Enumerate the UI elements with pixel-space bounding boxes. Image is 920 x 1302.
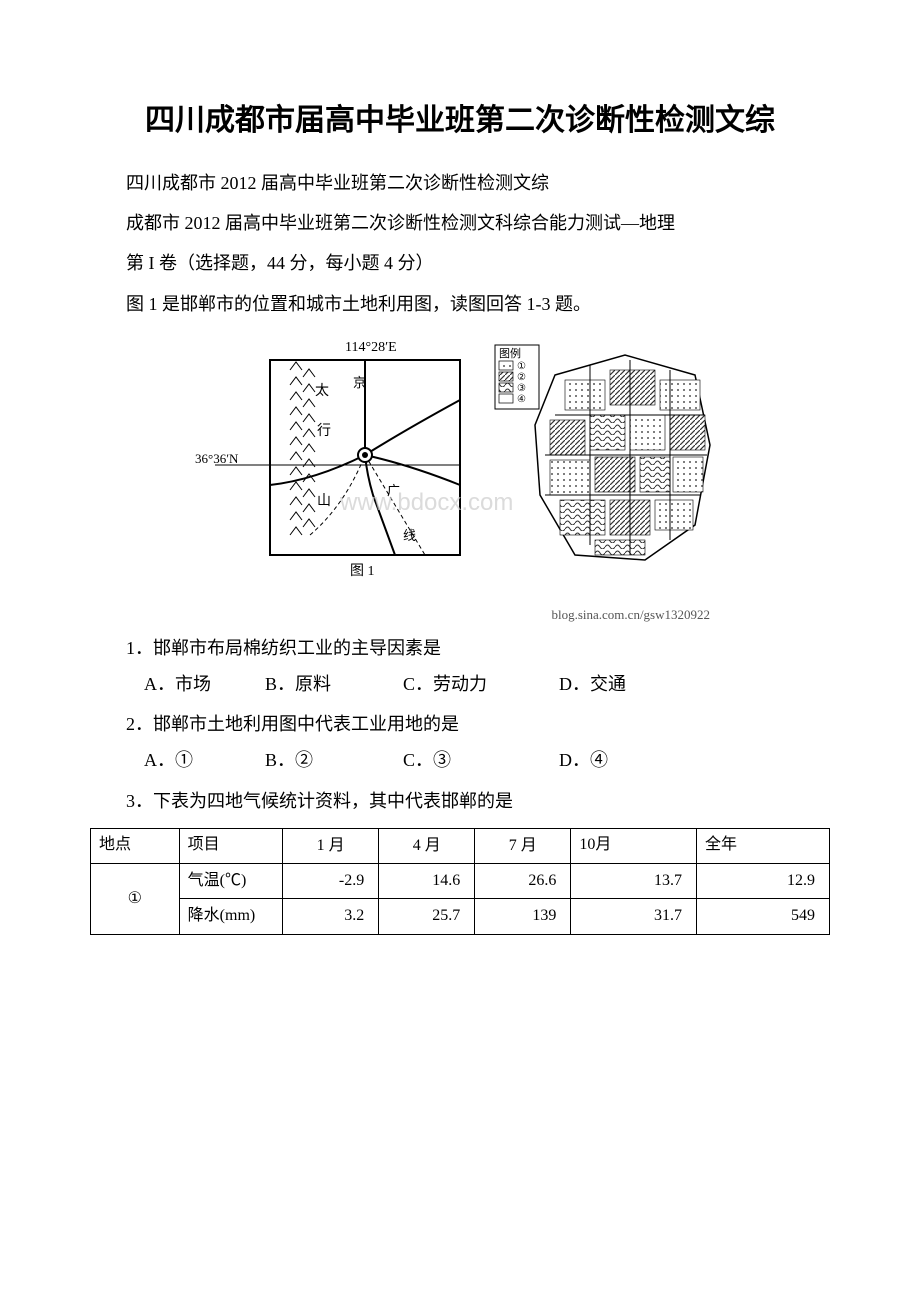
table-row: ① 气温(℃) -2.9 14.6 26.6 13.7 12.9 bbox=[91, 864, 830, 899]
paragraph-1: 四川成都市 2012 届高中毕业班第二次诊断性检测文综 bbox=[90, 166, 830, 200]
question-1-options: A．市场 B．原料 C．劳动力 D．交通 bbox=[90, 667, 830, 701]
question-1-stem: 1．邯郸市布局棉纺织工业的主导因素是 bbox=[90, 631, 830, 665]
figure-source-line: blog.sina.com.cn/gsw1320922 bbox=[90, 607, 830, 623]
mountain-label-3: 山 bbox=[317, 493, 331, 509]
cell-t-m10: 13.7 bbox=[571, 864, 697, 899]
rail-label-xian: 线 bbox=[403, 528, 416, 543]
table-row: 降水(mm) 3.2 25.7 139 31.7 549 bbox=[91, 899, 830, 934]
th-item: 项目 bbox=[179, 828, 282, 863]
mountain-label-2: 行 bbox=[317, 423, 331, 439]
lat-label: 36°36′N bbox=[195, 451, 239, 466]
legend-item-1: ① bbox=[517, 361, 526, 372]
cell-p-yr: 549 bbox=[696, 899, 829, 934]
cell-p-m4: 25.7 bbox=[379, 899, 475, 934]
th-m7: 7 月 bbox=[475, 828, 571, 863]
rail-label-jing: 京 bbox=[353, 375, 366, 390]
cell-t-m1: -2.9 bbox=[283, 864, 379, 899]
figure-1: 114°28′E 36°36′N 太 行 山 bbox=[90, 335, 830, 623]
legend-item-4: ④ bbox=[517, 394, 526, 405]
question-2-options: A．① B．② C．③ D．④ bbox=[90, 743, 830, 777]
th-m1: 1 月 bbox=[283, 828, 379, 863]
legend-title: 图例 bbox=[499, 346, 521, 360]
mountain-label-1: 太 bbox=[315, 383, 329, 399]
question-3-stem: 3．下表为四地气候统计资料，其中代表邯郸的是 bbox=[90, 784, 830, 818]
figure-1-svg: 114°28′E 36°36′N 太 行 山 bbox=[195, 335, 725, 600]
cell-p-m1: 3.2 bbox=[283, 899, 379, 934]
document-title: 四川成都市届高中毕业班第二次诊断性检测文综 bbox=[90, 100, 830, 142]
table-header-row: 地点 项目 1 月 4 月 7 月 10月 全年 bbox=[91, 828, 830, 863]
th-year: 全年 bbox=[696, 828, 829, 863]
cell-t-m4: 14.6 bbox=[379, 864, 475, 899]
lon-label: 114°28′E bbox=[345, 340, 397, 355]
paragraph-4: 图 1 是邯郸市的位置和城市土地利用图，读图回答 1-3 题。 bbox=[90, 287, 830, 321]
th-m4: 4 月 bbox=[379, 828, 475, 863]
th-m10: 10月 bbox=[571, 828, 697, 863]
climate-table: 地点 项目 1 月 4 月 7 月 10月 全年 ① 气温(℃) -2.9 14… bbox=[90, 828, 830, 935]
cell-p-m7: 139 bbox=[475, 899, 571, 934]
legend-item-2: ② bbox=[517, 372, 526, 383]
watermark: www.bdocx.com bbox=[339, 489, 513, 516]
legend-item-3: ③ bbox=[517, 383, 526, 394]
th-place: 地点 bbox=[91, 828, 180, 863]
cell-t-yr: 12.9 bbox=[696, 864, 829, 899]
question-2-stem: 2．邯郸市土地利用图中代表工业用地的是 bbox=[90, 707, 830, 741]
paragraph-3: 第 I 卷（选择题，44 分，每小题 4 分） bbox=[90, 246, 830, 280]
cell-item-precip: 降水(mm) bbox=[179, 899, 282, 934]
paragraph-2: 成都市 2012 届高中毕业班第二次诊断性检测文科综合能力测试—地理 bbox=[90, 206, 830, 240]
cell-place-1: ① bbox=[91, 864, 180, 935]
cell-p-m10: 31.7 bbox=[571, 899, 697, 934]
cell-item-temp: 气温(℃) bbox=[179, 864, 282, 899]
figure-caption-label: 图 1 bbox=[350, 564, 375, 579]
cell-t-m7: 26.6 bbox=[475, 864, 571, 899]
